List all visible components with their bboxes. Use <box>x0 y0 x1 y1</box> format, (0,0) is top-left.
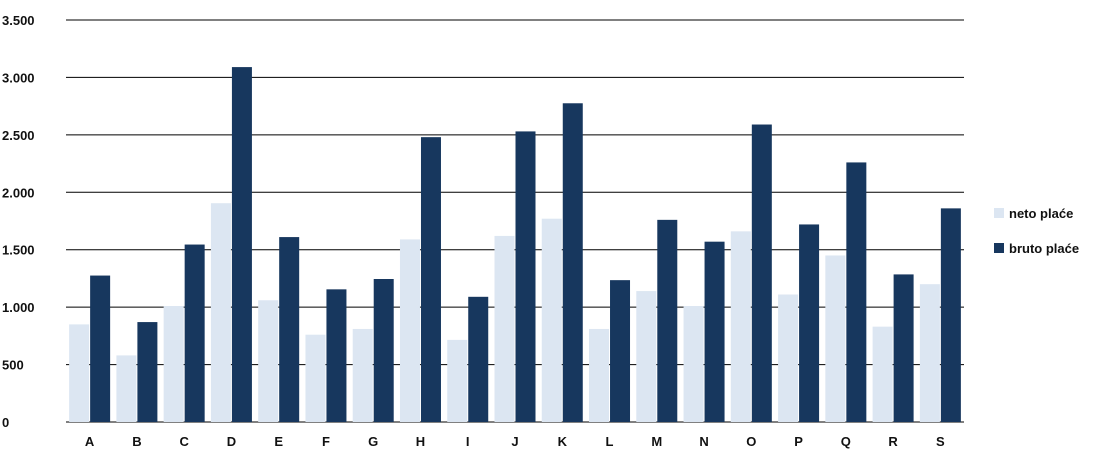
bar-neto-O <box>730 231 751 422</box>
x-tick-label: L <box>606 434 614 449</box>
bar-neto-M <box>636 291 657 422</box>
bar-neto-A <box>69 324 90 422</box>
bar-bruto-D <box>231 67 252 422</box>
legend-label-neto: neto plaće <box>1009 206 1073 221</box>
bar-neto-L <box>589 328 610 422</box>
bar-bruto-N <box>704 241 725 422</box>
x-tick-label: G <box>368 434 378 449</box>
bar-bruto-R <box>893 274 914 422</box>
bar-neto-P <box>778 294 799 422</box>
x-tick-label: R <box>888 434 898 449</box>
bar-neto-C <box>163 305 184 422</box>
x-tick-label: M <box>651 434 662 449</box>
x-tick-label: J <box>511 434 518 449</box>
bar-bruto-A <box>90 275 111 422</box>
x-tick-label: H <box>416 434 425 449</box>
bar-bruto-M <box>657 219 678 422</box>
bar-neto-E <box>258 300 279 422</box>
bar-neto-K <box>541 218 562 422</box>
x-tick-label: F <box>322 434 330 449</box>
y-tick-label: 3.500 <box>2 13 35 28</box>
bar-bruto-G <box>373 279 394 422</box>
bar-bruto-J <box>515 131 536 422</box>
x-tick-label: C <box>179 434 189 449</box>
bar-bruto-F <box>326 289 347 422</box>
bar-neto-F <box>305 334 326 422</box>
x-tick-label: S <box>936 434 945 449</box>
bar-bruto-Q <box>846 162 867 422</box>
bar-neto-G <box>352 328 373 422</box>
y-tick-label: 500 <box>2 358 24 373</box>
bar-bruto-K <box>562 103 583 423</box>
x-tick-label: N <box>699 434 708 449</box>
bar-bruto-H <box>420 137 441 422</box>
legend-label-bruto: bruto plaće <box>1009 241 1079 256</box>
y-tick-label: 2.000 <box>2 185 35 200</box>
bars <box>69 67 961 423</box>
bar-neto-S <box>919 284 940 422</box>
bar-neto-D <box>210 203 231 422</box>
x-tick-label: D <box>227 434 236 449</box>
x-tick-label: O <box>746 434 756 449</box>
x-tick-label: B <box>132 434 141 449</box>
x-tick-label: E <box>274 434 283 449</box>
bar-bruto-B <box>137 322 158 422</box>
y-tick-label: 1.000 <box>2 300 35 315</box>
bar-neto-J <box>494 235 515 422</box>
bar-neto-R <box>872 326 893 422</box>
bar-bruto-I <box>468 296 489 422</box>
bar-bruto-P <box>799 224 820 422</box>
y-tick-label: 0 <box>2 415 9 430</box>
x-tick-label: P <box>794 434 803 449</box>
bar-neto-N <box>683 305 704 422</box>
bar-bruto-E <box>279 237 300 422</box>
x-tick-label: A <box>85 434 95 449</box>
bar-bruto-L <box>610 280 631 422</box>
bar-neto-H <box>399 239 420 422</box>
x-tick-label: K <box>558 434 568 449</box>
bar-neto-Q <box>825 255 846 422</box>
bar-bruto-O <box>751 124 772 423</box>
x-tick-label: Q <box>841 434 851 449</box>
legend: neto plaće bruto plaće <box>994 206 1079 256</box>
x-tick-label: I <box>466 434 470 449</box>
y-tick-label: 1.500 <box>2 243 35 258</box>
bar-neto-I <box>447 339 468 422</box>
y-tick-label: 2.500 <box>2 128 35 143</box>
y-tick-label: 3.000 <box>2 70 35 85</box>
bar-bruto-C <box>184 244 205 422</box>
bar-neto-B <box>116 355 137 422</box>
y-axis-tick-labels: 0 500 1.000 1.500 2.000 2.500 3.000 3.500 <box>2 13 35 430</box>
legend-swatch-bruto <box>994 243 1004 253</box>
x-axis-tick-labels: A B C D E F G H I J K L M N O P Q R S <box>85 434 945 449</box>
legend-swatch-neto <box>994 208 1004 218</box>
bar-bruto-S <box>940 208 961 422</box>
